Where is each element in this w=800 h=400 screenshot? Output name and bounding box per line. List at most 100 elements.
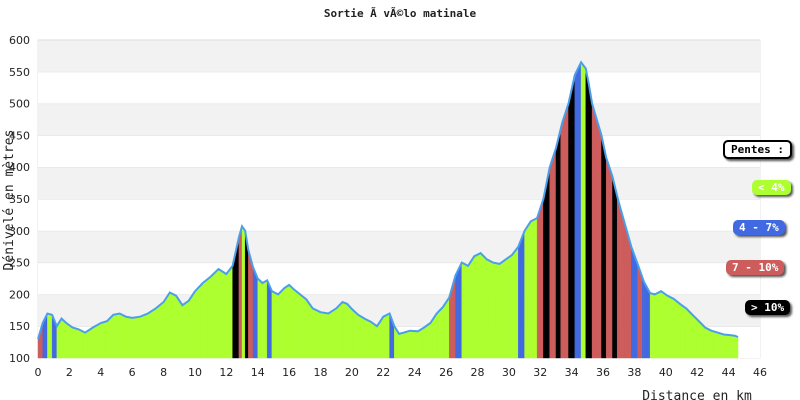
slope-segment — [298, 292, 301, 359]
slope-segment — [99, 322, 101, 359]
slope-segment — [248, 249, 251, 359]
slope-segment — [562, 117, 565, 359]
slope-segment — [560, 122, 563, 359]
slope-segment — [315, 309, 318, 359]
slope-segment — [304, 297, 307, 359]
slope-segment — [223, 271, 225, 359]
slope-segment — [620, 207, 623, 359]
x-tick-label: 38 — [627, 366, 641, 379]
slope-segment — [73, 327, 76, 359]
slope-segment — [642, 277, 645, 359]
slope-segment — [536, 213, 539, 359]
x-tick-label: 10 — [188, 366, 202, 379]
y-tick-label: 550 — [9, 66, 30, 79]
slope-segment — [202, 281, 205, 359]
slope-segment — [653, 293, 656, 359]
slope-segment — [434, 312, 437, 359]
grid-band — [38, 103, 760, 136]
slope-segment — [430, 319, 433, 359]
slope-segment — [613, 183, 616, 359]
slope-segment — [441, 306, 444, 359]
slope-segment — [372, 322, 375, 359]
x-tick-label: 20 — [345, 366, 359, 379]
slope-segment — [259, 279, 262, 359]
slope-segment — [136, 316, 139, 359]
slope-segment — [61, 318, 64, 359]
slope-segment — [544, 183, 547, 359]
slope-segment — [627, 235, 630, 359]
grid-band — [38, 40, 760, 72]
x-axis-label: Distance en km — [642, 389, 752, 400]
slope-segment — [88, 329, 90, 359]
slope-segment — [678, 302, 681, 359]
slope-segment — [161, 301, 164, 359]
slope-segment — [339, 303, 342, 359]
slope-segment — [378, 320, 381, 359]
slope-segment — [354, 311, 357, 359]
slope-segment — [682, 305, 685, 359]
slope-segment — [216, 268, 219, 359]
slope-segment — [598, 124, 601, 359]
slope-segment — [246, 240, 249, 359]
slope-segment — [279, 290, 282, 359]
x-tick-label: 26 — [439, 366, 453, 379]
slope-segment — [698, 320, 701, 359]
slope-segment — [362, 317, 365, 359]
slope-segment — [95, 324, 98, 359]
slope-segment — [260, 281, 263, 359]
slope-segment — [224, 272, 227, 359]
slope-segment — [48, 313, 51, 359]
slope-segment — [543, 191, 546, 359]
slope-segment — [725, 334, 728, 359]
slope-segment — [477, 253, 480, 359]
slope-segment — [673, 298, 676, 359]
slope-segment — [585, 68, 588, 359]
slope-segment — [188, 297, 191, 359]
slope-segment — [381, 315, 384, 359]
slope-segment — [257, 278, 260, 359]
slope-segment — [243, 227, 246, 359]
slope-segment — [75, 328, 78, 359]
slope-segment — [453, 275, 456, 359]
slope-segment — [150, 310, 153, 359]
slope-segment — [460, 262, 462, 359]
slope-segment — [194, 289, 197, 359]
slope-segment — [662, 291, 665, 359]
slope-segment — [191, 292, 194, 359]
x-tick-label: 6 — [129, 366, 136, 379]
slope-segment — [471, 257, 473, 359]
slope-segment — [309, 303, 312, 359]
slope-segment — [709, 329, 712, 359]
slope-segment — [47, 313, 50, 359]
slope-segment — [77, 328, 80, 359]
slope-segment — [422, 327, 425, 359]
slope-segment — [428, 322, 431, 359]
legend-item-lt4: < 4% — [752, 180, 791, 195]
slope-segment — [359, 315, 362, 359]
slope-segment — [579, 62, 582, 359]
slope-segment — [518, 242, 521, 359]
slope-segment — [635, 259, 638, 359]
slope-segment — [351, 308, 354, 359]
slope-segment — [507, 256, 510, 359]
slope-segment — [427, 323, 430, 359]
slope-segment — [387, 313, 390, 359]
slope-segment — [180, 302, 183, 359]
slope-segment — [554, 148, 557, 359]
slope-segment — [70, 325, 73, 359]
slope-segment — [519, 238, 522, 359]
slope-segment — [233, 251, 236, 359]
x-tick-label: 12 — [219, 366, 233, 379]
slope-segment — [657, 291, 660, 359]
slope-segment — [332, 309, 335, 359]
slope-segment — [168, 291, 171, 359]
slope-segment — [373, 323, 376, 359]
slope-segment — [183, 302, 186, 359]
slope-segment — [59, 317, 62, 359]
slope-segment — [340, 301, 343, 359]
slope-segment — [45, 313, 48, 359]
y-tick-label: 600 — [9, 34, 30, 47]
x-tick-label: 34 — [565, 366, 579, 379]
slope-segment — [502, 260, 505, 359]
slope-segment — [398, 333, 401, 359]
